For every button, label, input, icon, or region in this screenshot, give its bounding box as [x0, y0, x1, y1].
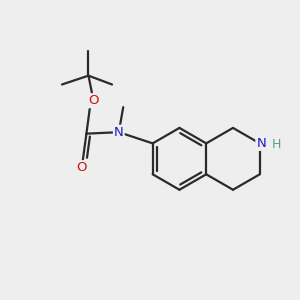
Text: O: O	[88, 94, 99, 107]
Text: O: O	[76, 161, 87, 174]
Text: N: N	[114, 126, 124, 139]
Text: H: H	[271, 138, 281, 151]
Text: N: N	[256, 137, 266, 150]
